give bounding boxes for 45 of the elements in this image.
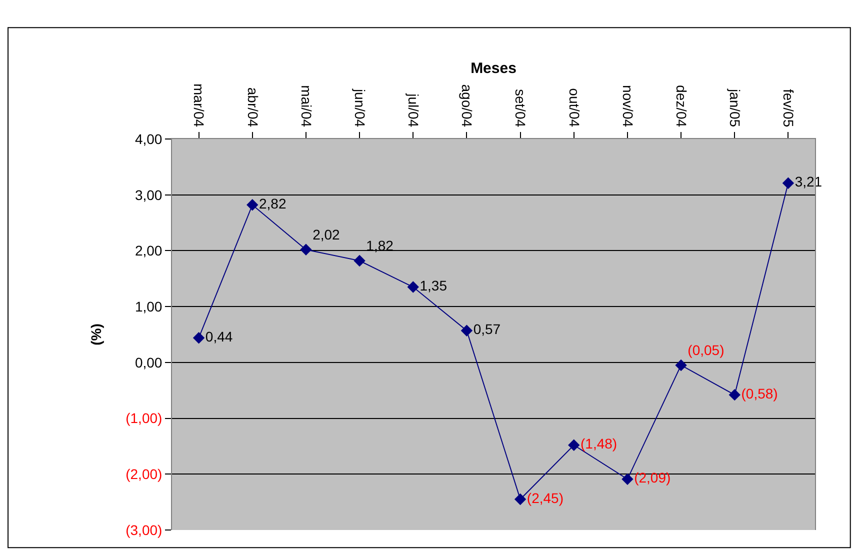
y-tick-label: (2,00) [126, 466, 162, 482]
data-label: (0,05) [688, 342, 724, 358]
x-tick-label: mai/04 [298, 85, 314, 128]
y-tick-label: 4,00 [134, 130, 162, 147]
data-label: (2,09) [634, 470, 671, 486]
x-tick-label: nov/04 [620, 85, 636, 128]
y-tick-label: 1,00 [134, 298, 162, 314]
x-tick-label: jun/04 [352, 88, 368, 128]
y-tick-label: (3,00) [126, 522, 162, 538]
point [514, 493, 526, 506]
data-label: (0,58) [741, 385, 778, 402]
x-tick-label: fev/05 [780, 88, 797, 128]
point [246, 199, 258, 211]
x-tick-label: set/04 [512, 88, 529, 128]
data-label: 2,82 [259, 195, 286, 212]
point [407, 281, 419, 293]
y-tick-label: 3,00 [134, 186, 162, 203]
point [782, 177, 794, 189]
data-label: 0,44 [205, 328, 233, 344]
data-label: 1,35 [420, 278, 448, 294]
x-tick-label: abr/04 [244, 87, 261, 128]
point [460, 324, 473, 336]
y-tick-label: 0,00 [134, 354, 162, 370]
point [354, 254, 366, 267]
y-axis-title: (%) [88, 324, 104, 346]
point [300, 244, 312, 256]
x-tick-label: ago/04 [459, 84, 476, 128]
x-tick-label: mar/04 [191, 84, 208, 128]
data-label: 3,21 [794, 174, 822, 190]
x-tick-label: dez/04 [673, 85, 690, 128]
x-tick-label: jul/04 [406, 92, 422, 128]
data-label: 2,02 [312, 226, 340, 242]
point [728, 388, 740, 401]
y-tick-label: 2,00 [134, 242, 162, 259]
x-tick-label: jan/05 [727, 88, 744, 128]
point [568, 439, 580, 451]
point [622, 473, 634, 486]
x-axis-title: Meses [470, 60, 516, 77]
data-label: 0,57 [473, 321, 501, 338]
y-tick-label: (1,00) [126, 410, 162, 426]
point [192, 332, 205, 344]
point [675, 359, 687, 372]
data-label: (2,45) [526, 490, 564, 506]
x-tick-label: out/04 [566, 88, 582, 128]
data-label: (1,48) [580, 436, 618, 452]
